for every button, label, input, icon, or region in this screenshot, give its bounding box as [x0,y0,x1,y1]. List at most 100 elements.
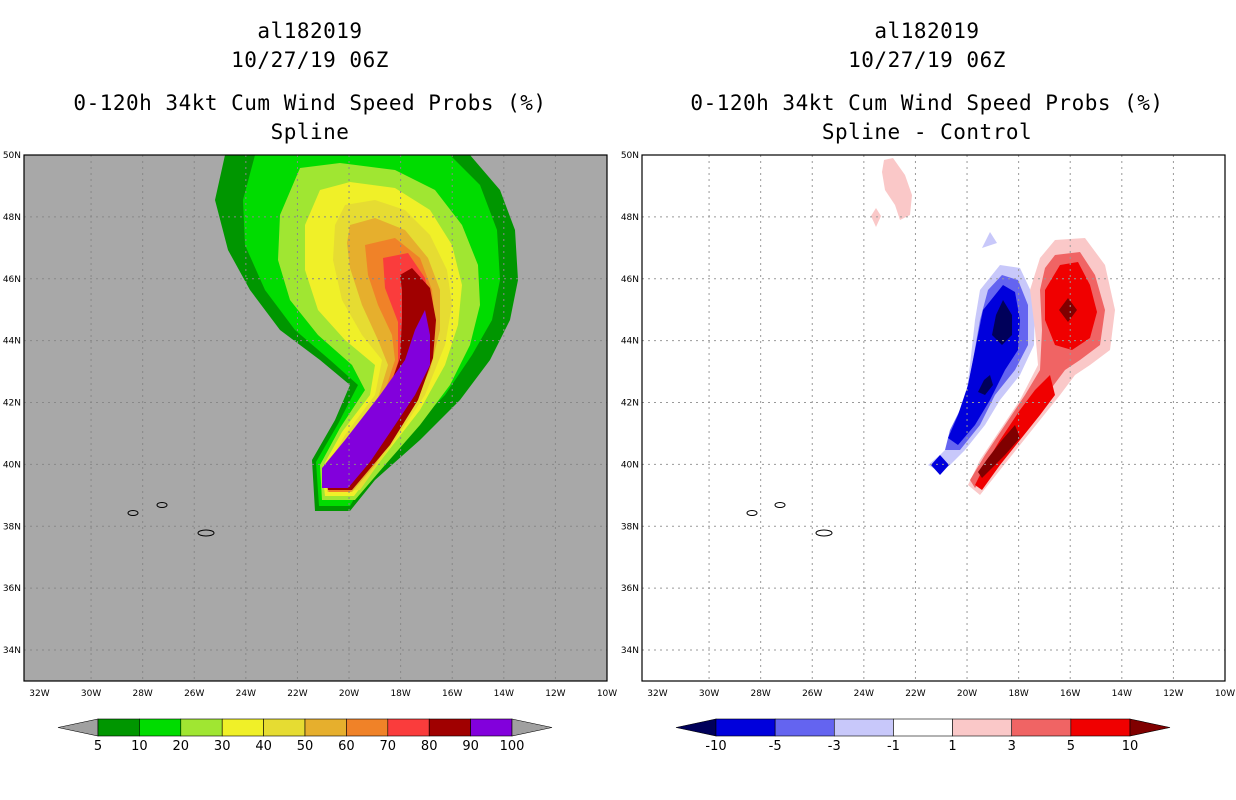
lon-tick-label: 22W [287,689,307,699]
neg-10-b [978,375,993,395]
colorbar-over-arrow [511,718,553,737]
island-sao-miguel-r [815,529,833,537]
lat-tick-label: 40N [621,460,639,470]
colorbar-label: 100 [500,739,525,754]
lon-tick-label: 32W [647,689,667,699]
lon-tick-label: 10W [1215,689,1235,699]
colorbar-segment [346,718,389,737]
lon-tick-label: 16W [442,689,462,699]
island-sao-miguel [197,529,215,537]
lat-tick-label: 38N [3,522,21,532]
colorbar-segment [1070,718,1131,737]
left-islands [127,502,215,537]
island-flores [127,510,139,516]
lat-tick-label: 38N [621,522,639,532]
lon-tick-label: 18W [390,689,410,699]
island-terceira [156,502,168,508]
right-map-panel: 32W 30W 28W 26W 24W 22W 20W 18W 16W 14W 12W 10W 50N 4… [621,151,1235,754]
lat-tick-label: 46N [621,275,639,285]
colorbar-label: 30 [214,739,231,754]
colorbar-label: 1 [948,739,956,754]
lat-tick-label: 44N [3,337,21,347]
colorbar-segment [470,718,513,737]
lat-tick-label: 46N [3,275,21,285]
colorbar-under-arrow [675,718,717,737]
colorbar-label: 3 [1008,739,1016,754]
lat-tick-label: 40N [3,460,21,470]
colorbar-label: 80 [421,739,438,754]
colorbar-label: -1 [887,739,900,754]
colorbar-segment [715,718,776,737]
colorbar-segment [139,718,182,737]
left-storm-id: al182019 [257,19,363,43]
right-colorbar: -10 -5 -3 -1 1 3 5 10 [675,718,1171,754]
colorbar-segment [304,718,347,737]
lon-tick-label: 24W [854,689,874,699]
colorbar-segment [774,718,835,737]
pos-10-b [978,425,1020,478]
lat-tick-label: 36N [621,584,639,594]
lon-tick-label: 26W [184,689,204,699]
right-method: Spline - Control [821,120,1033,144]
lat-tick-label: 50N [3,151,21,161]
lon-tick-label: 32W [29,689,49,699]
left-grid-lines [24,155,607,681]
right-axis-labels: 32W 30W 28W 26W 24W 22W 20W 18W 16W 14W 12W 10W 50N 4… [621,151,1235,699]
lon-tick-label: 22W [905,689,925,699]
right-storm-id: al182019 [874,19,980,43]
colorbar-segment [97,718,140,737]
lon-tick-label: 28W [750,689,770,699]
lon-tick-label: 18W [1008,689,1028,699]
lon-tick-label: 24W [236,689,256,699]
lon-tick-label: 20W [339,689,359,699]
right-product: 0-120h 34kt Cum Wind Speed Probs (%) [690,91,1164,115]
lat-tick-label: 48N [621,213,639,223]
colorbar-segment [833,718,894,737]
colorbar-label: 10 [1122,739,1139,754]
right-title: al182019 10/27/19 06Z [627,17,1227,75]
lat-tick-label: 34N [3,646,21,656]
island-flores-r [746,510,758,516]
left-title: al182019 10/27/19 06Z [10,17,610,75]
left-product: 0-120h 34kt Cum Wind Speed Probs (%) [73,91,547,115]
left-axis-labels: 32W 30W 28W 26W 24W 22W 20W 18W 16W 14W 12W 10W 50N 4… [3,151,617,699]
lat-tick-label: 34N [621,646,639,656]
right-grid-lines [642,155,1225,681]
lat-tick-label: 44N [621,337,639,347]
lon-tick-label: 16W [1060,689,1080,699]
right-islands [746,502,833,537]
left-map-panel: 32W 30W 28W 26W 24W 22W 20W 18W 16W 14W 12W 10W 50N 4… [3,151,617,754]
lon-tick-label: 14W [494,689,514,699]
colorbar-under-arrow [57,718,99,737]
colorbar-segment [387,718,430,737]
colorbar-label: 50 [297,739,314,754]
colorbar-label: -5 [769,739,782,754]
colorbar-segment [952,718,1013,737]
neg-5-dot [931,455,949,475]
right-subtitle: 0-120h 34kt Cum Wind Speed Probs (%) Spl… [627,89,1227,147]
colorbar-label: 70 [380,739,397,754]
pos-1-north [882,158,912,220]
lon-tick-label: 20W [957,689,977,699]
lat-tick-label: 42N [621,399,639,409]
pos-1-small [871,208,881,227]
right-difference-contours [871,158,1115,495]
lon-tick-label: 10W [597,689,617,699]
contour-80 [325,268,436,490]
lon-tick-label: 26W [802,689,822,699]
lat-tick-label: 36N [3,584,21,594]
lon-tick-label: 30W [81,689,101,699]
colorbar-segment [428,718,471,737]
colorbar-label: 5 [1067,739,1075,754]
neg-1-small [982,232,997,248]
colorbar-over-arrow [1129,718,1171,737]
lon-tick-label: 12W [545,689,565,699]
colorbar-segment [263,718,306,737]
colorbar-label: 90 [462,739,479,754]
lon-tick-label: 30W [699,689,719,699]
lat-tick-label: 50N [621,151,639,161]
colorbar-label: -10 [705,739,726,754]
neg-10 [992,300,1012,345]
lon-tick-label: 14W [1112,689,1132,699]
